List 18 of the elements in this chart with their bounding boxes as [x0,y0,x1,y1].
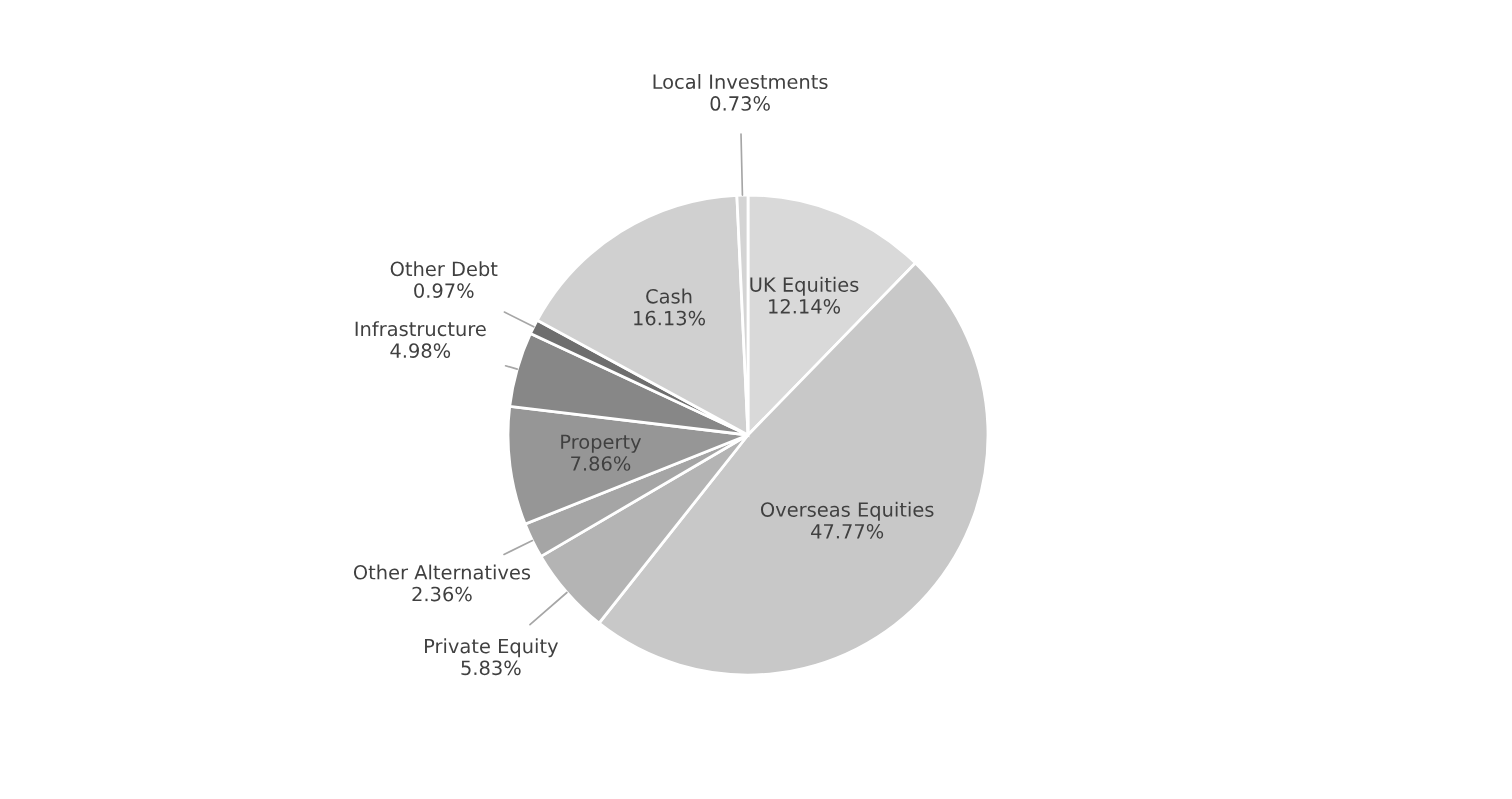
slice-label: Other Debt [390,261,498,277]
data-label: 7.86% [571,456,631,471]
data-label: 47.77% [811,523,884,539]
slice-label: Property [561,434,642,453]
data-label: 4.98% [390,343,451,358]
data-label: 0.97% [414,283,474,298]
data-label: 16.13% [634,310,706,326]
data-label: 2.36% [412,586,472,602]
slice-label: UK Equities [750,276,859,296]
slice-label: Cash [646,288,692,304]
slice-label: Private Equity [425,638,558,658]
slice-label: Overseas Equities [760,501,934,521]
slice-label: Other Alternatives [353,564,531,580]
data-label: 0.73% [710,96,770,111]
slice-label: Local Investments [653,74,828,90]
data-label: 5.83% [461,660,521,676]
data-label: 12.14% [769,298,841,314]
slice-label: Infrastructure [355,321,486,337]
